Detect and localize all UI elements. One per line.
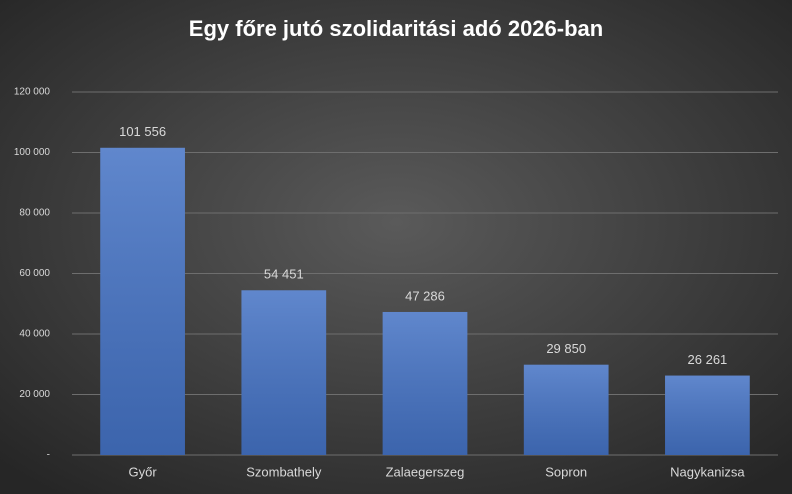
bar-shade [241,290,327,455]
chart-title: Egy főre jutó szolidaritási adó 2026-ban [189,16,603,41]
data-label: 29 850 [546,341,586,356]
y-tick-label: - [47,450,50,461]
y-tick-label: 40 000 [19,329,50,340]
y-tick-label: 20 000 [19,389,50,400]
data-label: 26 261 [688,352,728,367]
bar-shade [100,147,185,456]
x-tick-label: Sopron [545,464,587,479]
y-tick-label: 120 000 [14,87,51,98]
x-tick-label: Szombathely [246,464,322,479]
bar-shade [523,364,609,455]
y-tick-label: 100 000 [14,147,51,158]
x-tick-label: Nagykanizsa [670,464,745,479]
data-label: 47 286 [405,288,445,303]
bar-shade [665,375,750,455]
bar-shade [382,311,468,455]
x-tick-label: Győr [129,464,158,479]
x-tick-label: Zalaegerszeg [386,464,465,479]
data-label: 101 556 [119,124,166,139]
y-tick-label: 80 000 [19,208,50,219]
data-label: 54 451 [264,267,304,282]
y-tick-label: 60 000 [19,268,50,279]
